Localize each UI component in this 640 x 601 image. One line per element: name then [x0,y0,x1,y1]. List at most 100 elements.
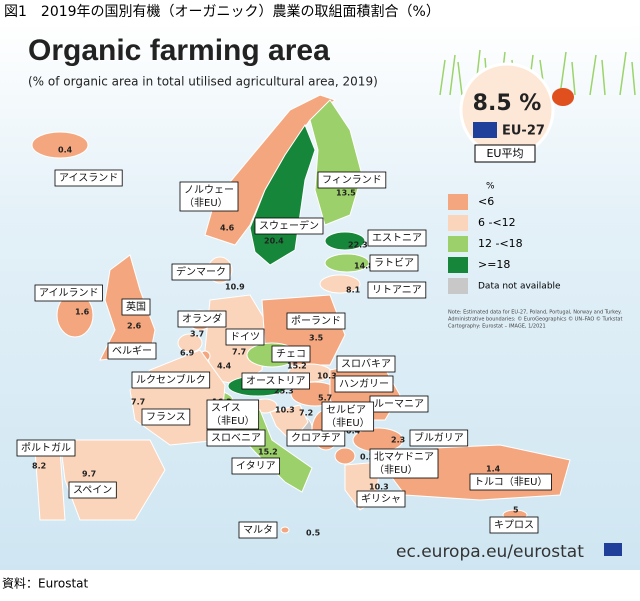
country-name: ルーマニア [374,399,424,410]
country-label: セルビア（非EU） [321,401,375,432]
legend-swatch [448,215,468,231]
country-label: クロアチア [286,429,346,447]
label-box [206,399,260,430]
label-box [54,169,123,187]
country-name: フランス [146,411,186,423]
label-box [286,429,346,447]
country-value: 15.2 [287,362,307,371]
label-box [317,171,387,189]
label-box [241,372,310,390]
note: Cartography: Eurostat – IMAGE, 1/2021 [448,324,546,330]
country-value: 10.3 [369,483,389,492]
country-value: 6.9 [180,349,195,358]
label-box [286,312,346,330]
country-label: キプロス [489,516,539,534]
country-label: ドイツ [225,328,265,346]
country-name: セルビア [326,404,366,416]
eu-label: EU-27 [502,124,545,139]
ladybug-icon [552,88,574,106]
label-box [367,229,427,247]
subtitle: (% of organic area in total utilised agr… [28,75,378,89]
country-name: デンマーク [176,265,226,278]
country-area [334,447,356,465]
label-box [177,310,227,328]
country-label: ラトビア [369,254,419,272]
country-label: スロバキア [336,355,396,373]
country-name: スペイン [73,485,112,496]
country-value: 5.7 [318,394,332,403]
country-name: リトアニア [372,285,422,296]
country-label: チェコ [271,345,311,363]
country-name: （非EU） [184,197,228,209]
country-name: （非EU） [326,417,370,429]
legend-label: <6 [478,195,494,208]
country-value: 9.7 [82,470,96,479]
country-value: 8.2 [32,462,46,471]
country-label: ルクセンブルク [131,371,211,389]
country-name: チェコ [276,348,306,360]
label-box [179,181,239,212]
country-label: スウェーデン [254,217,324,235]
country-value: 15.2 [258,448,278,457]
eu-flag [604,543,622,556]
country-value: 1.4 [486,465,501,474]
country-label: ブルガリア [409,429,469,447]
country-value: 7.2 [299,409,313,418]
country-area [309,99,363,226]
legend-label: Data not available [478,282,561,292]
country-value: 4.6 [220,224,235,233]
country-value: 25.3 [274,387,294,396]
country-value: 1.6 [75,308,90,317]
label-box [254,217,324,235]
country-value: 3.5 [309,334,324,343]
country-name: ギリシャ [361,493,401,505]
country-value: 4.4 [217,362,232,371]
country-name: アイスランド [59,172,118,184]
legend-label: >=18 [478,258,510,271]
site: ec.europa.eu/eurostat [396,542,584,562]
country-label: ベルギー [107,342,157,360]
label-box [121,298,151,316]
country-name: ポルトガル [21,442,71,454]
country-label: スイス（非EU） [206,399,260,430]
label-box [225,328,265,346]
label-box [409,429,469,447]
country-name: ポーランド [291,315,341,327]
country-label: ノルウェー（非EU） [179,181,239,212]
legend-swatch [448,257,468,273]
country-value: 22.3 [348,241,368,250]
country-value: 2.3 [391,436,405,445]
country-area [324,231,366,251]
country-name: トルコ（非EU） [474,476,547,488]
country-name: スウェーデン [259,219,319,232]
legend-swatch [448,194,468,210]
country-name: ノルウェー [184,184,234,196]
country-label: イタリア [231,457,281,475]
label-box [369,254,419,272]
legend-title: % [486,182,495,192]
country-area [59,439,166,521]
legend-swatch [448,278,468,294]
label-box [469,473,552,491]
country-name: （非EU） [211,415,255,427]
country-name: ルクセンブルク [136,373,206,386]
eu-flag [473,122,497,138]
country-name: ベルギー [112,345,152,357]
country-label: ポルトガル [16,439,76,457]
eu-note: EU平均 [486,147,523,160]
country-area [31,131,89,159]
label-box [367,281,427,299]
country-name: ハンガリー [339,378,389,390]
country-name: オーストリア [246,375,306,387]
title: Organic farming area [28,34,330,67]
country-value: 0.3 [360,453,374,462]
country-value: 10.3 [317,372,337,381]
label-box [321,401,375,432]
label-box [238,521,278,539]
country-value: 10.9 [225,283,245,292]
country-value: 20.4 [264,237,284,246]
figure-title: 図1 2019年の国別有機（オーガニック）農業の取組面積割合（%） [4,3,440,20]
label-box [356,490,406,508]
country-label: ギリシャ [356,490,406,508]
label-box [34,284,103,302]
